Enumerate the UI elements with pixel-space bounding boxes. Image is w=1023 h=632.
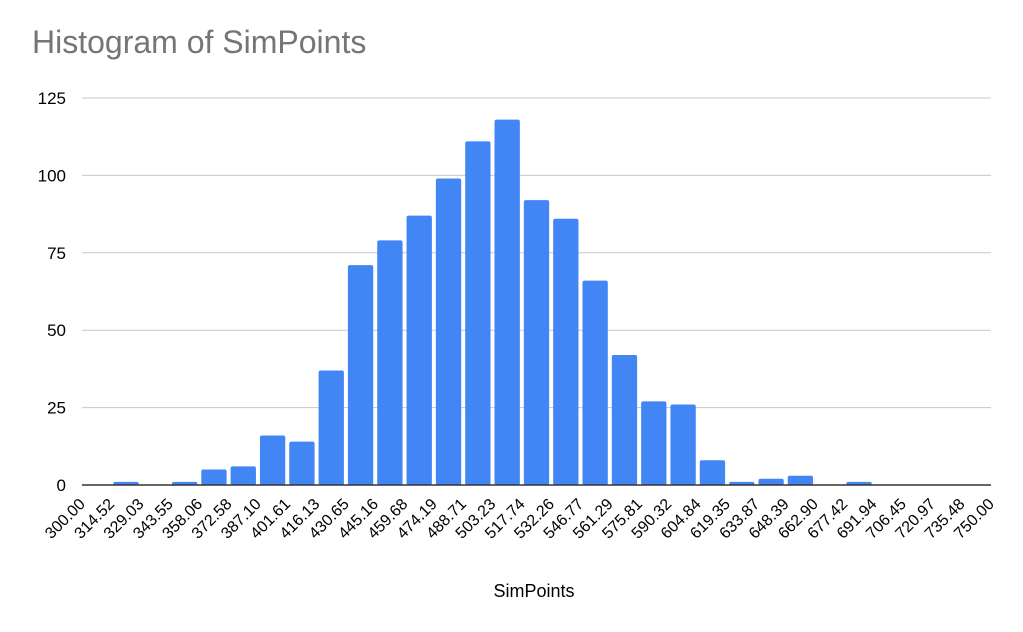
histogram-bar [113,481,139,485]
x-axis-ticks: 300.00314.52329.03343.55358.06372.58387.… [42,496,998,543]
histogram-bar [787,475,814,485]
histogram-bar [201,469,227,485]
histogram-bar [846,481,872,485]
histogram-bar [553,218,579,485]
histogram-bar [699,460,726,485]
histogram-bar [318,370,344,485]
y-axis-ticks: 0 25 50 75 100 125 [38,89,66,495]
histogram-bar [377,240,403,485]
histogram-bar [758,478,784,485]
y-tick-label: 25 [47,399,66,418]
x-axis-title: SimPoints [493,581,574,601]
y-tick-label: 50 [47,321,66,340]
y-tick-label: 0 [57,476,66,495]
histogram-bar [435,178,462,485]
histogram-bar [406,215,432,485]
histogram-bar [729,481,755,485]
histogram-bar [611,354,638,485]
histogram-bar [171,481,198,485]
histogram-bar [582,280,608,485]
histogram-bar [230,466,256,485]
y-tick-label: 100 [38,166,66,185]
bars [113,119,872,485]
histogram-bar [289,441,315,485]
histogram-bar [347,265,374,485]
chart-title: Histogram of SimPoints [32,24,367,60]
histogram-bar [523,200,550,485]
histogram-bar [259,435,286,485]
histogram-bar [670,404,696,485]
y-tick-label: 75 [47,244,66,263]
histogram-bar [465,141,491,485]
histogram-bar [641,401,667,485]
histogram-bar [494,119,520,485]
y-tick-label: 125 [38,89,66,108]
